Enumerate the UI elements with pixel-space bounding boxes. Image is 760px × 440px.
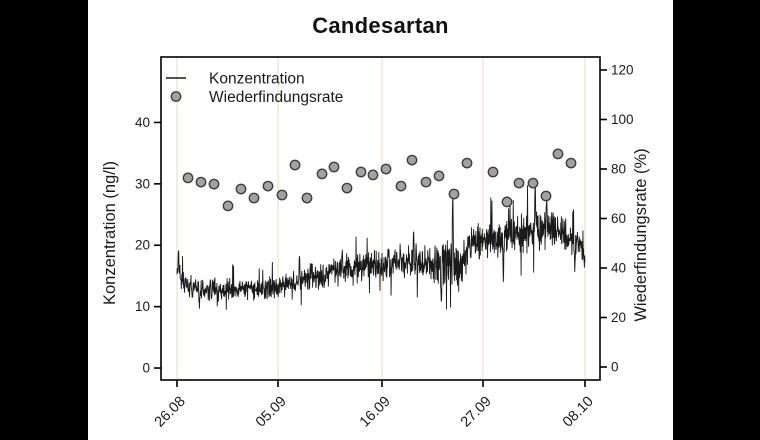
konzentration-series	[176, 185, 586, 310]
svg-text:20: 20	[611, 310, 626, 325]
left-axis-title: Konzentration (ng/l)	[101, 161, 119, 305]
svg-text:0: 0	[611, 360, 619, 375]
svg-text:100: 100	[611, 112, 634, 127]
svg-text:26.08: 26.08	[152, 394, 189, 431]
svg-text:60: 60	[611, 211, 626, 226]
svg-text:30: 30	[135, 176, 150, 191]
chart-panel: 26.08 05.09 16.09 27.09 08.10 0 10 20 30 40 0 20 40 6…	[88, 0, 673, 440]
legend: Konzentration Wiederfindungsrate	[166, 71, 343, 106]
legend-label-wiederfindungsrate: Wiederfindungsrate	[209, 89, 343, 106]
svg-text:40: 40	[135, 115, 150, 130]
svg-text:20: 20	[135, 238, 150, 253]
svg-text:10: 10	[135, 299, 150, 314]
chart: 26.08 05.09 16.09 27.09 08.10 0 10 20 30 40 0 20 40 6…	[101, 56, 650, 430]
axes: 26.08 05.09 16.09 27.09 08.10 0 10 20 30 40 0 20 40 6…	[135, 62, 634, 430]
svg-text:27.09: 27.09	[458, 394, 495, 431]
gridlines	[176, 58, 586, 379]
svg-text:120: 120	[611, 62, 634, 77]
svg-text:80: 80	[611, 161, 626, 176]
svg-text:40: 40	[611, 261, 626, 276]
wiederfindungsrate-points	[182, 148, 577, 212]
svg-text:05.09: 05.09	[253, 394, 290, 431]
chart-title: Candesartan	[312, 13, 449, 38]
svg-text:08.10: 08.10	[560, 394, 597, 431]
svg-text:16.09: 16.09	[357, 394, 394, 431]
right-axis-title: Wiederfindungsrate (%)	[632, 148, 650, 321]
legend-dot-sample-icon	[170, 91, 182, 102]
legend-label-konzentration: Konzentration	[209, 71, 305, 88]
svg-text:0: 0	[142, 361, 150, 376]
